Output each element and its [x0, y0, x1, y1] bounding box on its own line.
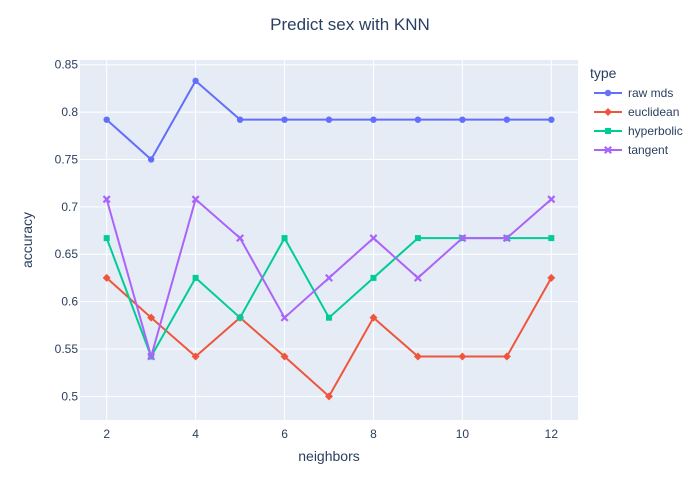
data-point-hyperbolic[interactable]: [548, 235, 555, 242]
x-tick-label: 4: [192, 427, 199, 441]
data-point-tangent[interactable]: [280, 313, 289, 322]
legend-item-euclidean[interactable]: euclidean: [594, 105, 679, 119]
y-tick-label: 0.5: [61, 389, 78, 403]
x-tick-label: 2: [103, 427, 110, 441]
legend-item-raw-mds[interactable]: raw mds: [594, 86, 673, 100]
plot-area: [80, 60, 578, 420]
y-axis-title: accuracy: [19, 212, 35, 268]
data-point-euclidean[interactable]: [102, 273, 111, 282]
x-axis-ticks: 2 4 6 8 10 12: [103, 427, 558, 441]
x-tick-label: 8: [370, 427, 377, 441]
legend-item-hyperbolic[interactable]: hyperbolic: [594, 124, 683, 138]
data-point-hyperbolic[interactable]: [281, 235, 288, 242]
legend-label: hyperbolic: [628, 124, 683, 138]
legend-items[interactable]: raw mds euclidean hyperbolic tangent: [594, 86, 683, 157]
legend-label: raw mds: [628, 86, 673, 100]
legend-marker[interactable]: [604, 89, 612, 97]
data-point-tangent[interactable]: [191, 195, 200, 204]
legend-marker[interactable]: [604, 146, 612, 154]
chart-title: Predict sex with KNN: [270, 15, 430, 34]
legend-marker[interactable]: [604, 108, 612, 116]
y-tick-label: 0.7: [61, 200, 78, 214]
x-tick-label: 12: [545, 427, 559, 441]
y-tick-label: 0.75: [55, 152, 79, 166]
data-point-tangent[interactable]: [458, 234, 467, 243]
data-point-raw-mds[interactable]: [281, 116, 288, 123]
series-tangent: [102, 195, 556, 361]
x-tick-label: 6: [281, 427, 288, 441]
y-tick-label: 0.8: [61, 105, 78, 119]
data-point-raw-mds[interactable]: [147, 156, 155, 163]
data-point-raw-mds[interactable]: [103, 116, 110, 123]
data-point-euclidean[interactable]: [458, 352, 467, 361]
data-point-tangent[interactable]: [413, 273, 422, 282]
data-point-raw-mds[interactable]: [414, 116, 422, 123]
data-point-tangent[interactable]: [236, 234, 245, 243]
data-point-tangent[interactable]: [369, 234, 378, 243]
legend-label: euclidean: [628, 105, 679, 119]
x-tick-label: 10: [456, 427, 470, 441]
y-tick-label: 0.55: [55, 342, 79, 356]
data-point-euclidean[interactable]: [413, 352, 422, 361]
y-tick-label: 0.65: [55, 247, 79, 261]
data-point-euclidean[interactable]: [502, 352, 511, 361]
data-point-hyperbolic[interactable]: [237, 314, 244, 321]
data-point-tangent[interactable]: [325, 273, 333, 282]
series-raw-mds: [103, 77, 555, 163]
legend-marker[interactable]: [605, 128, 611, 134]
data-point-tangent[interactable]: [547, 195, 556, 204]
data-point-raw-mds[interactable]: [370, 116, 377, 123]
data-point-hyperbolic[interactable]: [370, 274, 377, 281]
data-point-tangent[interactable]: [147, 352, 156, 361]
x-axis-title: neighbors: [298, 448, 360, 464]
legend-label: tangent: [628, 143, 669, 157]
data-point-hyperbolic[interactable]: [326, 314, 332, 321]
data-point-hyperbolic[interactable]: [414, 235, 421, 242]
legend-title: type: [590, 65, 617, 81]
data-point-euclidean[interactable]: [280, 352, 289, 361]
y-tick-label: 0.85: [55, 58, 79, 72]
legend-item-tangent[interactable]: tangent: [594, 143, 669, 157]
series-layer: [102, 77, 556, 401]
data-point-euclidean[interactable]: [325, 392, 333, 401]
data-point-raw-mds[interactable]: [236, 116, 244, 123]
data-point-euclidean[interactable]: [147, 313, 156, 322]
y-tick-label: 0.6: [61, 295, 78, 309]
data-point-hyperbolic[interactable]: [103, 235, 110, 242]
y-axis-ticks: 0.5 0.55 0.6 0.65 0.7 0.75 0.8 0.85: [55, 58, 79, 404]
data-point-tangent[interactable]: [102, 195, 111, 204]
data-point-tangent[interactable]: [502, 234, 511, 243]
data-point-raw-mds[interactable]: [192, 77, 199, 85]
data-point-raw-mds[interactable]: [503, 116, 511, 123]
legend[interactable]: type raw mds euclidean hyperbolic tangent: [590, 65, 683, 157]
data-point-raw-mds[interactable]: [325, 116, 333, 123]
data-point-euclidean[interactable]: [369, 313, 378, 322]
data-point-raw-mds[interactable]: [548, 116, 555, 123]
data-point-raw-mds[interactable]: [459, 116, 466, 123]
data-point-hyperbolic[interactable]: [192, 274, 199, 281]
data-point-euclidean[interactable]: [547, 273, 556, 282]
data-point-euclidean[interactable]: [191, 352, 200, 361]
